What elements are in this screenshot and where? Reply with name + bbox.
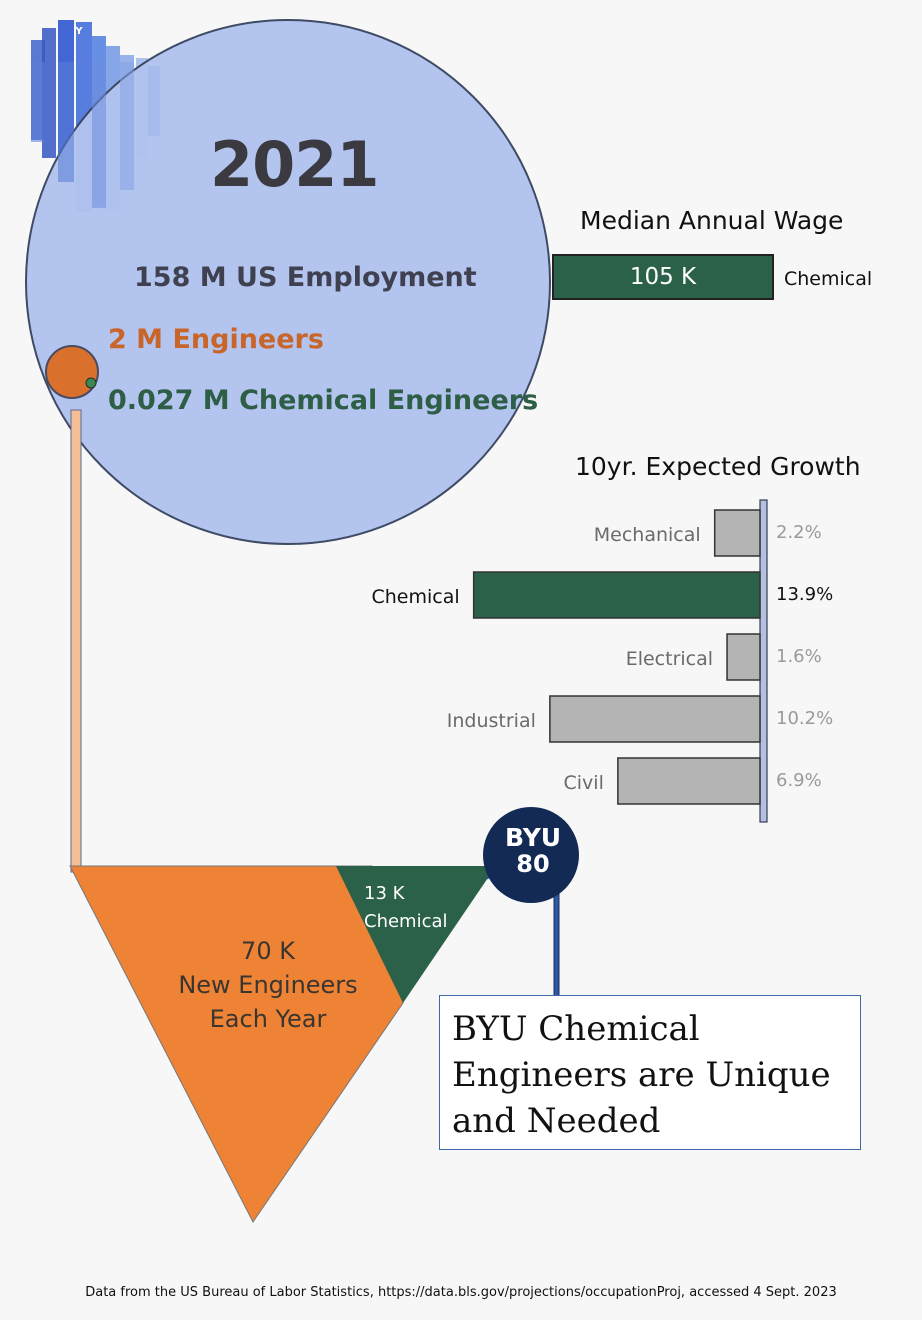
chemical-share-text: Chemical — [364, 911, 448, 932]
source-footer: Data from the US Bureau of Labor Statist… — [85, 1285, 837, 1300]
growth-bars — [472, 509, 761, 805]
new-engineers-count: 70 K — [241, 937, 295, 965]
growth-value-electrical: 1.6% — [776, 646, 822, 667]
growth-axis — [759, 499, 768, 823]
chemical-share-value: 13 K — [364, 883, 405, 904]
wage-bar: 105 K — [552, 254, 774, 300]
byu-name: BYU — [505, 823, 562, 852]
wage-title: Median Annual Wage — [580, 206, 844, 235]
growth-chart-title: 10yr. Expected Growth — [575, 452, 861, 481]
growth-category-civil: Civil — [563, 772, 604, 794]
connector-line — [70, 409, 82, 873]
growth-category-chemical: Chemical — [371, 586, 460, 608]
byu-badge-text: BYU 80 — [505, 824, 561, 878]
growth-bar-electrical — [726, 633, 761, 681]
wage-bar-value: 105 K — [629, 264, 697, 290]
growth-bar-civil — [617, 757, 761, 805]
us-employment-circle — [25, 19, 551, 545]
chemical-engineers-label: 0.027 M Chemical Engineers — [108, 385, 539, 416]
byu-callout: BYU Chemical Engineers are Unique and Ne… — [439, 995, 861, 1150]
wage-category-label: Chemical — [784, 268, 873, 290]
logo-letter: Y — [74, 26, 83, 37]
growth-bar-mechanical — [713, 509, 761, 557]
university-logo-overlay — [31, 62, 160, 208]
chemical-funnel — [336, 866, 496, 1003]
chemical-share-label: 13 K Chemical — [364, 880, 448, 936]
growth-bar-chemical — [472, 571, 761, 619]
new-engineers-label: 70 K New Engineers Each Year — [150, 934, 386, 1036]
new-engineers-period: Each Year — [209, 1005, 327, 1033]
growth-category-electrical: Electrical — [625, 648, 714, 670]
growth-value-chemical: 13.9% — [776, 584, 834, 605]
chemical-engineers-dot — [85, 377, 97, 389]
engineers-circle — [45, 345, 99, 399]
growth-bar-industrial — [549, 695, 761, 743]
growth-category-industrial: Industrial — [446, 710, 536, 732]
growth-category-mechanical: Mechanical — [593, 524, 701, 546]
byu-badge — [483, 807, 579, 903]
year-title: 2021 — [210, 128, 380, 201]
growth-value-civil: 6.9% — [776, 770, 822, 791]
byu-count: 80 — [516, 850, 550, 878]
us-employment-label: 158 M US Employment — [134, 262, 477, 293]
growth-value-industrial: 10.2% — [776, 708, 834, 729]
new-engineers-text: New Engineers — [178, 971, 358, 999]
new-engineers-funnel — [69, 865, 404, 1223]
engineers-label: 2 M Engineers — [108, 324, 324, 355]
growth-value-mechanical: 2.2% — [776, 522, 822, 543]
